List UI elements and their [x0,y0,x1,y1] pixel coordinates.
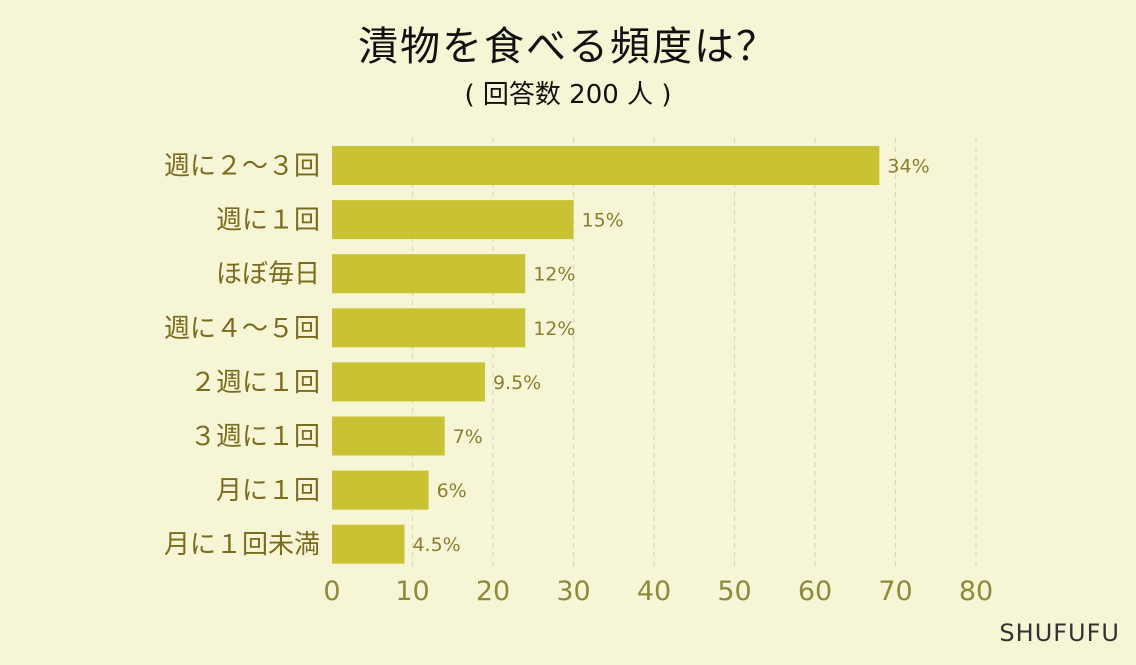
value-labels: 34% 15% 12% 12% 9.5% 7% 6% 4.5% [412,156,929,557]
x-tick-label: 60 [798,576,832,607]
category-label: 週に１回 [216,206,320,236]
bar [332,254,526,294]
value-label: 12% [533,264,575,286]
category-label: 月に１回未満 [164,530,320,560]
bar [332,470,429,510]
x-tick-label: 50 [717,576,751,607]
bar [332,362,485,402]
bars [332,146,880,564]
bar [332,200,574,240]
x-tick-label: 30 [556,576,590,607]
value-label: 15% [582,210,624,232]
x-tick-label: 0 [323,576,340,607]
category-label: 月に１回 [216,476,320,506]
x-tick-label: 20 [476,576,510,607]
x-tick-label: 40 [637,576,671,607]
category-label: 週に４～５回 [164,314,320,344]
x-tick-label: 70 [878,576,912,607]
category-label: ほぼ毎日 [216,260,320,290]
x-tick-label: 10 [395,576,429,607]
x-tick-label: 80 [959,576,993,607]
value-label: 4.5% [412,534,460,556]
bar [332,524,405,564]
brand-logo: SHUFUFU [999,619,1120,647]
chart-subtitle: ( 回答数 200 人 ) [464,80,672,110]
value-label: 12% [533,318,575,340]
value-label: 34% [887,156,929,178]
category-label: ３週に１回 [190,422,320,452]
bar [332,146,880,185]
x-tick-labels: 0 10 20 30 40 50 60 70 80 [323,576,993,607]
value-label: 7% [453,426,483,448]
value-label: 9.5% [493,372,541,394]
chart-title: 漬物を食べる頻度は？ [358,24,778,70]
category-label: ２週に１回 [190,368,320,398]
category-label: 週に２～３回 [164,152,320,182]
value-label: 6% [437,480,467,502]
bar [332,308,526,348]
bar [332,416,445,456]
